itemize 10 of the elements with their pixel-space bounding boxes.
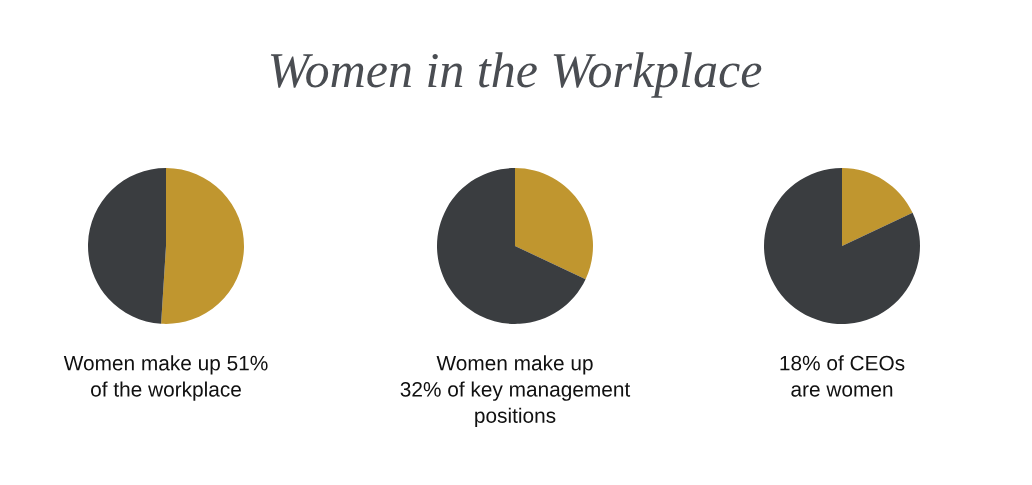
pie-slice bbox=[764, 168, 920, 324]
text: Women make up 51% of the workplace bbox=[63, 355, 268, 401]
pie-slice bbox=[161, 168, 244, 324]
text: 18% of CEOs are women bbox=[780, 355, 905, 397]
pie-slice bbox=[437, 168, 586, 324]
pie-slice bbox=[515, 168, 593, 280]
pie-slice bbox=[842, 168, 913, 246]
pie-slice bbox=[88, 168, 166, 324]
chart-title: Women in the Workplace bbox=[270, 52, 762, 98]
text: Women make up 32% of key management positions bbox=[400, 355, 631, 428]
